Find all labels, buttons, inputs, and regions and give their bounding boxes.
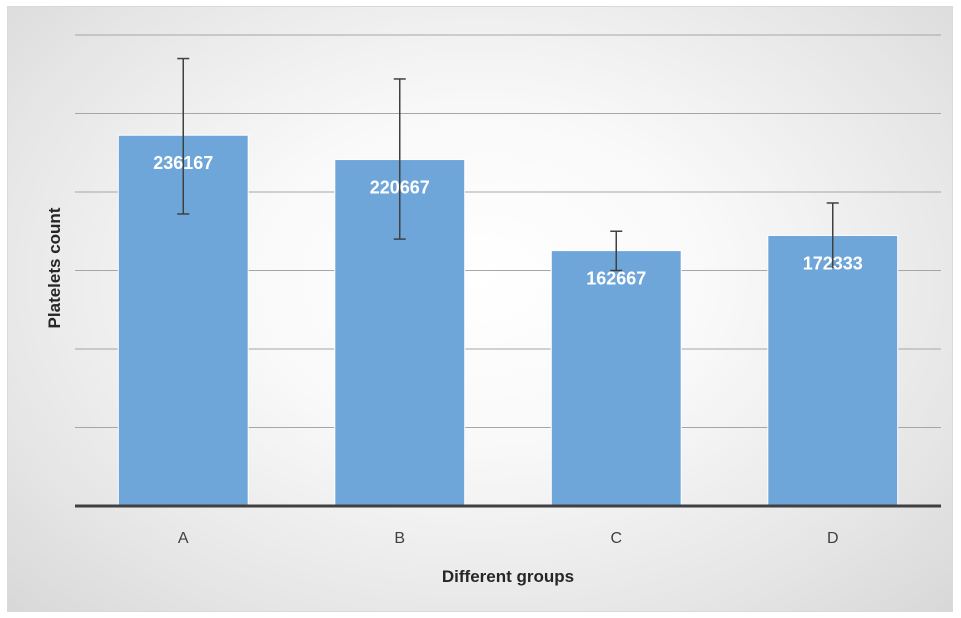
- bar-d: [767, 234, 899, 507]
- x-tick-label-a: A: [178, 530, 189, 547]
- data-label-c: 162667: [586, 269, 646, 289]
- data-label-a: 236167: [153, 153, 213, 173]
- data-label-d: 172333: [803, 253, 863, 273]
- x-tick-label-d: D: [827, 530, 839, 547]
- x-tick-label-b: B: [394, 530, 405, 547]
- error-bar-b: [393, 78, 406, 240]
- data-labels: 236167 220667 162667 172333: [153, 153, 863, 288]
- error-bar-d: [826, 202, 839, 269]
- bars: [117, 134, 899, 507]
- error-bar-c: [610, 230, 623, 272]
- error-bar-a: [177, 57, 190, 215]
- data-label-b: 220667: [370, 178, 430, 198]
- x-tick-label-c: C: [610, 530, 622, 547]
- bar-c: [550, 250, 682, 507]
- y-axis-title: Platelets count: [45, 207, 64, 328]
- x-tick-labels: A B C D: [178, 530, 839, 547]
- x-axis-title: Different groups: [442, 567, 574, 586]
- error-bars: [177, 57, 839, 272]
